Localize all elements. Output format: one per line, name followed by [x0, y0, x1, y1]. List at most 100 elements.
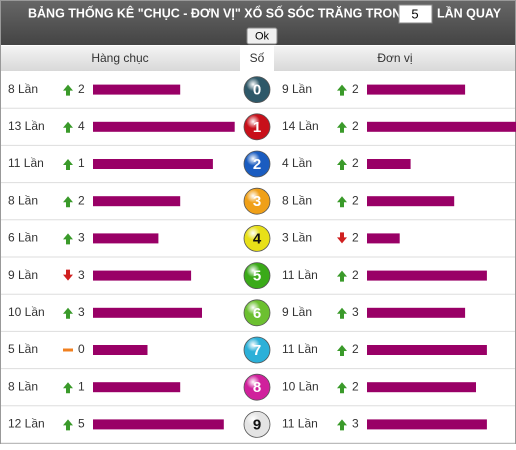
change: 2 [352, 82, 359, 96]
change: 5 [78, 417, 85, 431]
column-header: Hàng chục [91, 51, 148, 65]
ball-digit: 4 [253, 230, 262, 247]
ball [243, 373, 271, 401]
bar [367, 382, 476, 393]
bar [367, 84, 466, 95]
change: 4 [78, 119, 85, 133]
bar [93, 233, 159, 244]
trend-up [63, 307, 73, 319]
trend-up [63, 196, 73, 208]
trend-up [337, 307, 347, 319]
bar [93, 382, 181, 393]
ball-digit: 9 [253, 416, 261, 433]
change: 3 [78, 231, 85, 245]
count-input[interactable] [398, 4, 433, 24]
trend-flat [63, 348, 73, 352]
trend-up [337, 382, 347, 394]
ball-digit: 1 [253, 119, 261, 136]
change: 2 [352, 119, 359, 133]
trend-up [337, 270, 347, 282]
column-header: Đơn vị [377, 51, 412, 65]
ball-digit: 2 [253, 156, 261, 173]
trend-up [63, 233, 73, 245]
change: 3 [352, 417, 359, 431]
ball-digit: 8 [253, 379, 261, 396]
title-suffix: LẦN QUAY [437, 5, 502, 20]
bar [367, 121, 516, 132]
change: 2 [352, 268, 359, 282]
count-label: 5 Lần [8, 342, 38, 356]
bar [367, 270, 487, 281]
change: 0 [78, 342, 85, 356]
trend-down [63, 269, 73, 281]
ball-digit: 3 [253, 193, 261, 210]
trend-up [63, 84, 73, 96]
change: 2 [352, 231, 359, 245]
change: 2 [352, 193, 359, 207]
change: 3 [78, 268, 85, 282]
count-label: 10 Lần [8, 305, 45, 319]
count-input-value[interactable]: 5 [411, 6, 418, 21]
ball [243, 262, 271, 290]
change: 2 [352, 156, 359, 170]
count-label: 13 Lần [8, 119, 45, 133]
count-label: 9 Lần [282, 82, 312, 96]
change: 3 [78, 305, 85, 319]
count-label: 9 Lần [8, 268, 38, 282]
trend-up [337, 159, 347, 170]
change: 1 [78, 156, 85, 170]
ball-digit: 0 [253, 82, 261, 99]
ball [243, 410, 271, 438]
count-label: 3 Lần [282, 231, 312, 245]
ball-digit: 6 [253, 305, 261, 322]
bar [93, 196, 181, 207]
trend-up [337, 121, 347, 133]
column-header: Số [250, 51, 265, 65]
bar [367, 196, 455, 207]
count-label: 11 Lần [282, 417, 318, 431]
count-label: 8 Lần [8, 193, 38, 207]
count-label: 6 Lần [8, 231, 38, 245]
count-label: 8 Lần [8, 379, 38, 393]
bar [93, 270, 192, 281]
ok-button[interactable] [246, 27, 278, 45]
count-label: 10 Lần [282, 379, 319, 393]
ball [243, 150, 271, 178]
ball-digit: 5 [253, 268, 261, 285]
bar [367, 345, 487, 355]
bar [367, 159, 411, 169]
count-label: 14 Lần [282, 119, 319, 133]
column-header-mid [240, 46, 274, 71]
count-label: 9 Lần [282, 305, 312, 319]
ball-digit: 7 [253, 342, 261, 359]
change: 3 [352, 305, 359, 319]
count-label: 11 Lần [282, 342, 318, 356]
ball [243, 224, 271, 252]
change: 2 [78, 193, 85, 207]
bar [367, 307, 466, 318]
count-label: 12 Lần [8, 417, 45, 431]
ball [243, 187, 271, 215]
change: 1 [78, 379, 85, 393]
trend-up [337, 419, 347, 431]
bar [367, 419, 487, 430]
bar [93, 84, 181, 95]
bar [93, 307, 202, 318]
count-label: 11 Lần [8, 156, 44, 170]
trend-up [63, 159, 73, 170]
bar [93, 121, 235, 132]
trend-up [337, 196, 347, 208]
trend-up [337, 84, 347, 96]
change: 2 [78, 82, 85, 96]
bar [93, 419, 224, 430]
title: BẢNG THỐNG KÊ "CHỤC - ĐƠN VỊ" XỔ SỐ SÓC … [28, 5, 411, 20]
count-label: 8 Lần [8, 82, 38, 96]
bar [93, 345, 148, 355]
ok-button-label[interactable]: Ok [255, 30, 270, 42]
trend-up [337, 345, 347, 356]
trend-up [63, 121, 73, 133]
bar [367, 233, 400, 244]
